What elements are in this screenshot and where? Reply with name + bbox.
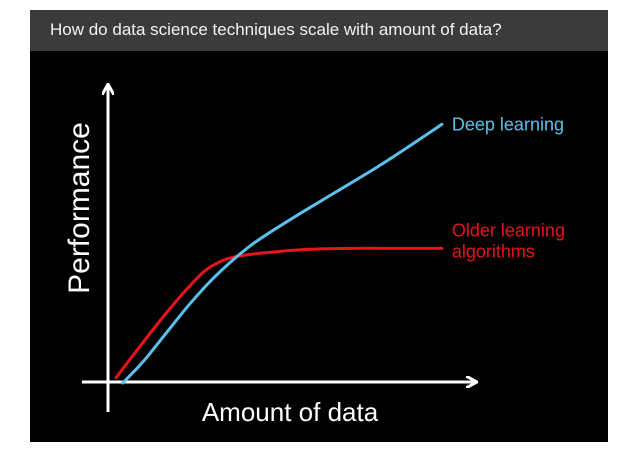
series-line-deep-learning xyxy=(121,122,444,385)
series-label-older-learning-algorithms: Older learning algorithms xyxy=(452,221,565,262)
series-label-deep-learning: Deep learning xyxy=(452,114,564,134)
axes xyxy=(82,85,476,412)
series-line-older-learning-algorithms xyxy=(114,246,444,380)
slide-background: How do data science techniques scale wit… xyxy=(30,10,608,442)
title-bar: How do data science techniques scale wit… xyxy=(30,10,608,51)
chart: Deep learning Older learning algorithms Pe… xyxy=(63,51,565,427)
series-layer xyxy=(114,122,444,385)
y-axis-label: Performance xyxy=(63,122,96,294)
slide-title: How do data science techniques scale wit… xyxy=(50,20,502,39)
x-axis-label: Amount of data xyxy=(202,397,379,427)
series-label-layer: Deep learning Older learning algorithms xyxy=(452,114,565,261)
